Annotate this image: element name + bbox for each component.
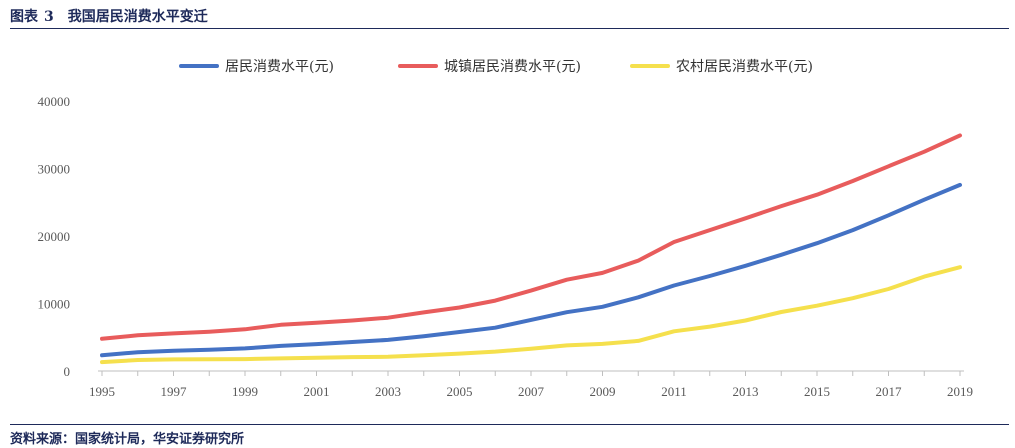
x-tick-label: 2007 bbox=[518, 384, 545, 399]
series-line-2 bbox=[100, 133, 962, 341]
top-rule bbox=[10, 28, 1009, 29]
source-note: 资料来源：国家统计局，华安证券研究所 bbox=[10, 432, 245, 447]
x-tick-label: 1997 bbox=[161, 384, 188, 399]
y-tick-label: 40000 bbox=[38, 94, 71, 109]
figure-title-text: 我国居民消费水平变迁 bbox=[67, 9, 208, 25]
figure-number: 3 bbox=[44, 9, 54, 25]
x-tick-label: 1999 bbox=[232, 384, 258, 399]
series-line-3 bbox=[100, 265, 962, 365]
figure-label: 图表 bbox=[10, 9, 38, 25]
x-tick-label: 2013 bbox=[733, 384, 759, 399]
bottom-rule bbox=[10, 424, 1009, 425]
x-tick-label: 2015 bbox=[804, 384, 830, 399]
y-tick-label: 20000 bbox=[38, 229, 71, 244]
y-tick-label: 10000 bbox=[38, 297, 71, 312]
x-tick-label: 2001 bbox=[304, 384, 330, 399]
legend-label: 城镇居民消费水平(元) bbox=[444, 59, 581, 75]
x-tick-label: 2009 bbox=[590, 384, 616, 399]
y-tick-label: 0 bbox=[64, 364, 71, 379]
x-tick-label: 2017 bbox=[876, 384, 903, 399]
y-axis-ticks: 0 10000 20000 30000 40000 bbox=[38, 94, 71, 379]
x-tick-label: 2003 bbox=[375, 384, 401, 399]
y-tick-label: 30000 bbox=[38, 162, 71, 177]
x-tick-label: 1995 bbox=[89, 384, 115, 399]
x-axis: 1995 1997 1999 2001 2003 2005 2007 2009 2011 2013… bbox=[89, 370, 973, 399]
legend-label: 居民消费水平(元) bbox=[225, 59, 334, 75]
series-lines bbox=[100, 133, 962, 365]
chart-legend: 居民消费水平(元) 城镇居民消费水平(元) 农村居民消费水平(元) bbox=[179, 59, 813, 75]
series-line-1 bbox=[100, 182, 962, 358]
x-tick-label: 2019 bbox=[947, 384, 973, 399]
figure-title: 图表 3 我国居民消费水平变迁 bbox=[10, 6, 208, 26]
legend-label: 农村居民消费水平(元) bbox=[676, 59, 813, 75]
x-tick-label: 2011 bbox=[661, 384, 687, 399]
x-tick-label: 2005 bbox=[447, 384, 473, 399]
